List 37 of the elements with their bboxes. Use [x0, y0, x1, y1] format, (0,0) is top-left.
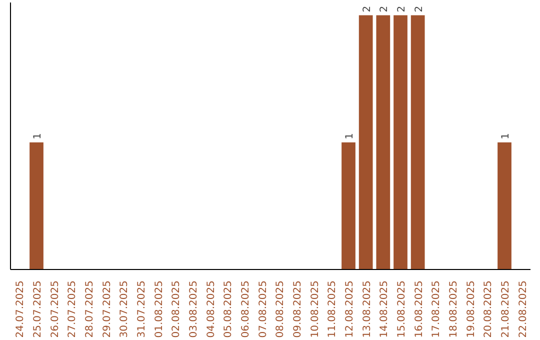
- data-label: 2: [362, 6, 373, 12]
- x-tick-label: 09.08.2025: [292, 280, 304, 338]
- x-tick-label: 07.08.2025: [258, 280, 269, 338]
- data-label: 1: [344, 132, 356, 140]
- x-tick-label: 04.08.2025: [206, 280, 217, 338]
- x-tick-label: 27.07.2025: [67, 280, 78, 338]
- x-tick-label: 20.08.2025: [483, 280, 494, 338]
- x-tick-label: 13.08.2025: [362, 280, 373, 338]
- x-tick-label: 15.08.2025: [396, 280, 408, 338]
- data-label: 1: [500, 132, 512, 140]
- x-tick-label: 24.07.2025: [15, 280, 26, 338]
- x-tick-label: 19.08.2025: [466, 280, 477, 338]
- x-tick-label: 02.08.2025: [171, 280, 182, 338]
- x-tick-label: 14.08.2025: [379, 280, 390, 338]
- x-tick-label: 10.08.2025: [310, 280, 321, 338]
- x-tick-label: 25.07.2025: [32, 280, 44, 338]
- x-tick-label: 28.07.2025: [84, 280, 96, 338]
- x-tick-label: 29.07.2025: [102, 280, 113, 338]
- x-tick-label: 03.08.2025: [188, 280, 200, 338]
- x-tick-label: 16.08.2025: [414, 280, 425, 338]
- x-tick-label: 21.08.2025: [500, 280, 512, 338]
- x-tick-label: 11.08.2025: [327, 280, 338, 338]
- x-tick-label: 22.08.2025: [518, 280, 529, 338]
- x-tick-label: 08.08.2025: [275, 280, 286, 338]
- data-label: 2: [396, 6, 408, 12]
- x-tick-label: 30.07.2025: [119, 280, 130, 338]
- x-tick-label: 06.08.2025: [240, 280, 252, 338]
- x-tick-label: 12.08.2025: [344, 280, 356, 338]
- x-tick-label: 18.08.2025: [448, 280, 460, 338]
- data-label: 1: [32, 132, 44, 140]
- data-label: 2: [414, 6, 425, 12]
- x-tick-label: 26.07.2025: [50, 280, 61, 338]
- x-tick-label: 31.07.2025: [136, 280, 148, 338]
- x-tick-label: 05.08.2025: [223, 280, 234, 338]
- x-tick-label: 17.08.2025: [431, 280, 442, 338]
- x-tick-label: 01.08.2025: [154, 280, 165, 338]
- data-label: 2: [379, 6, 390, 12]
